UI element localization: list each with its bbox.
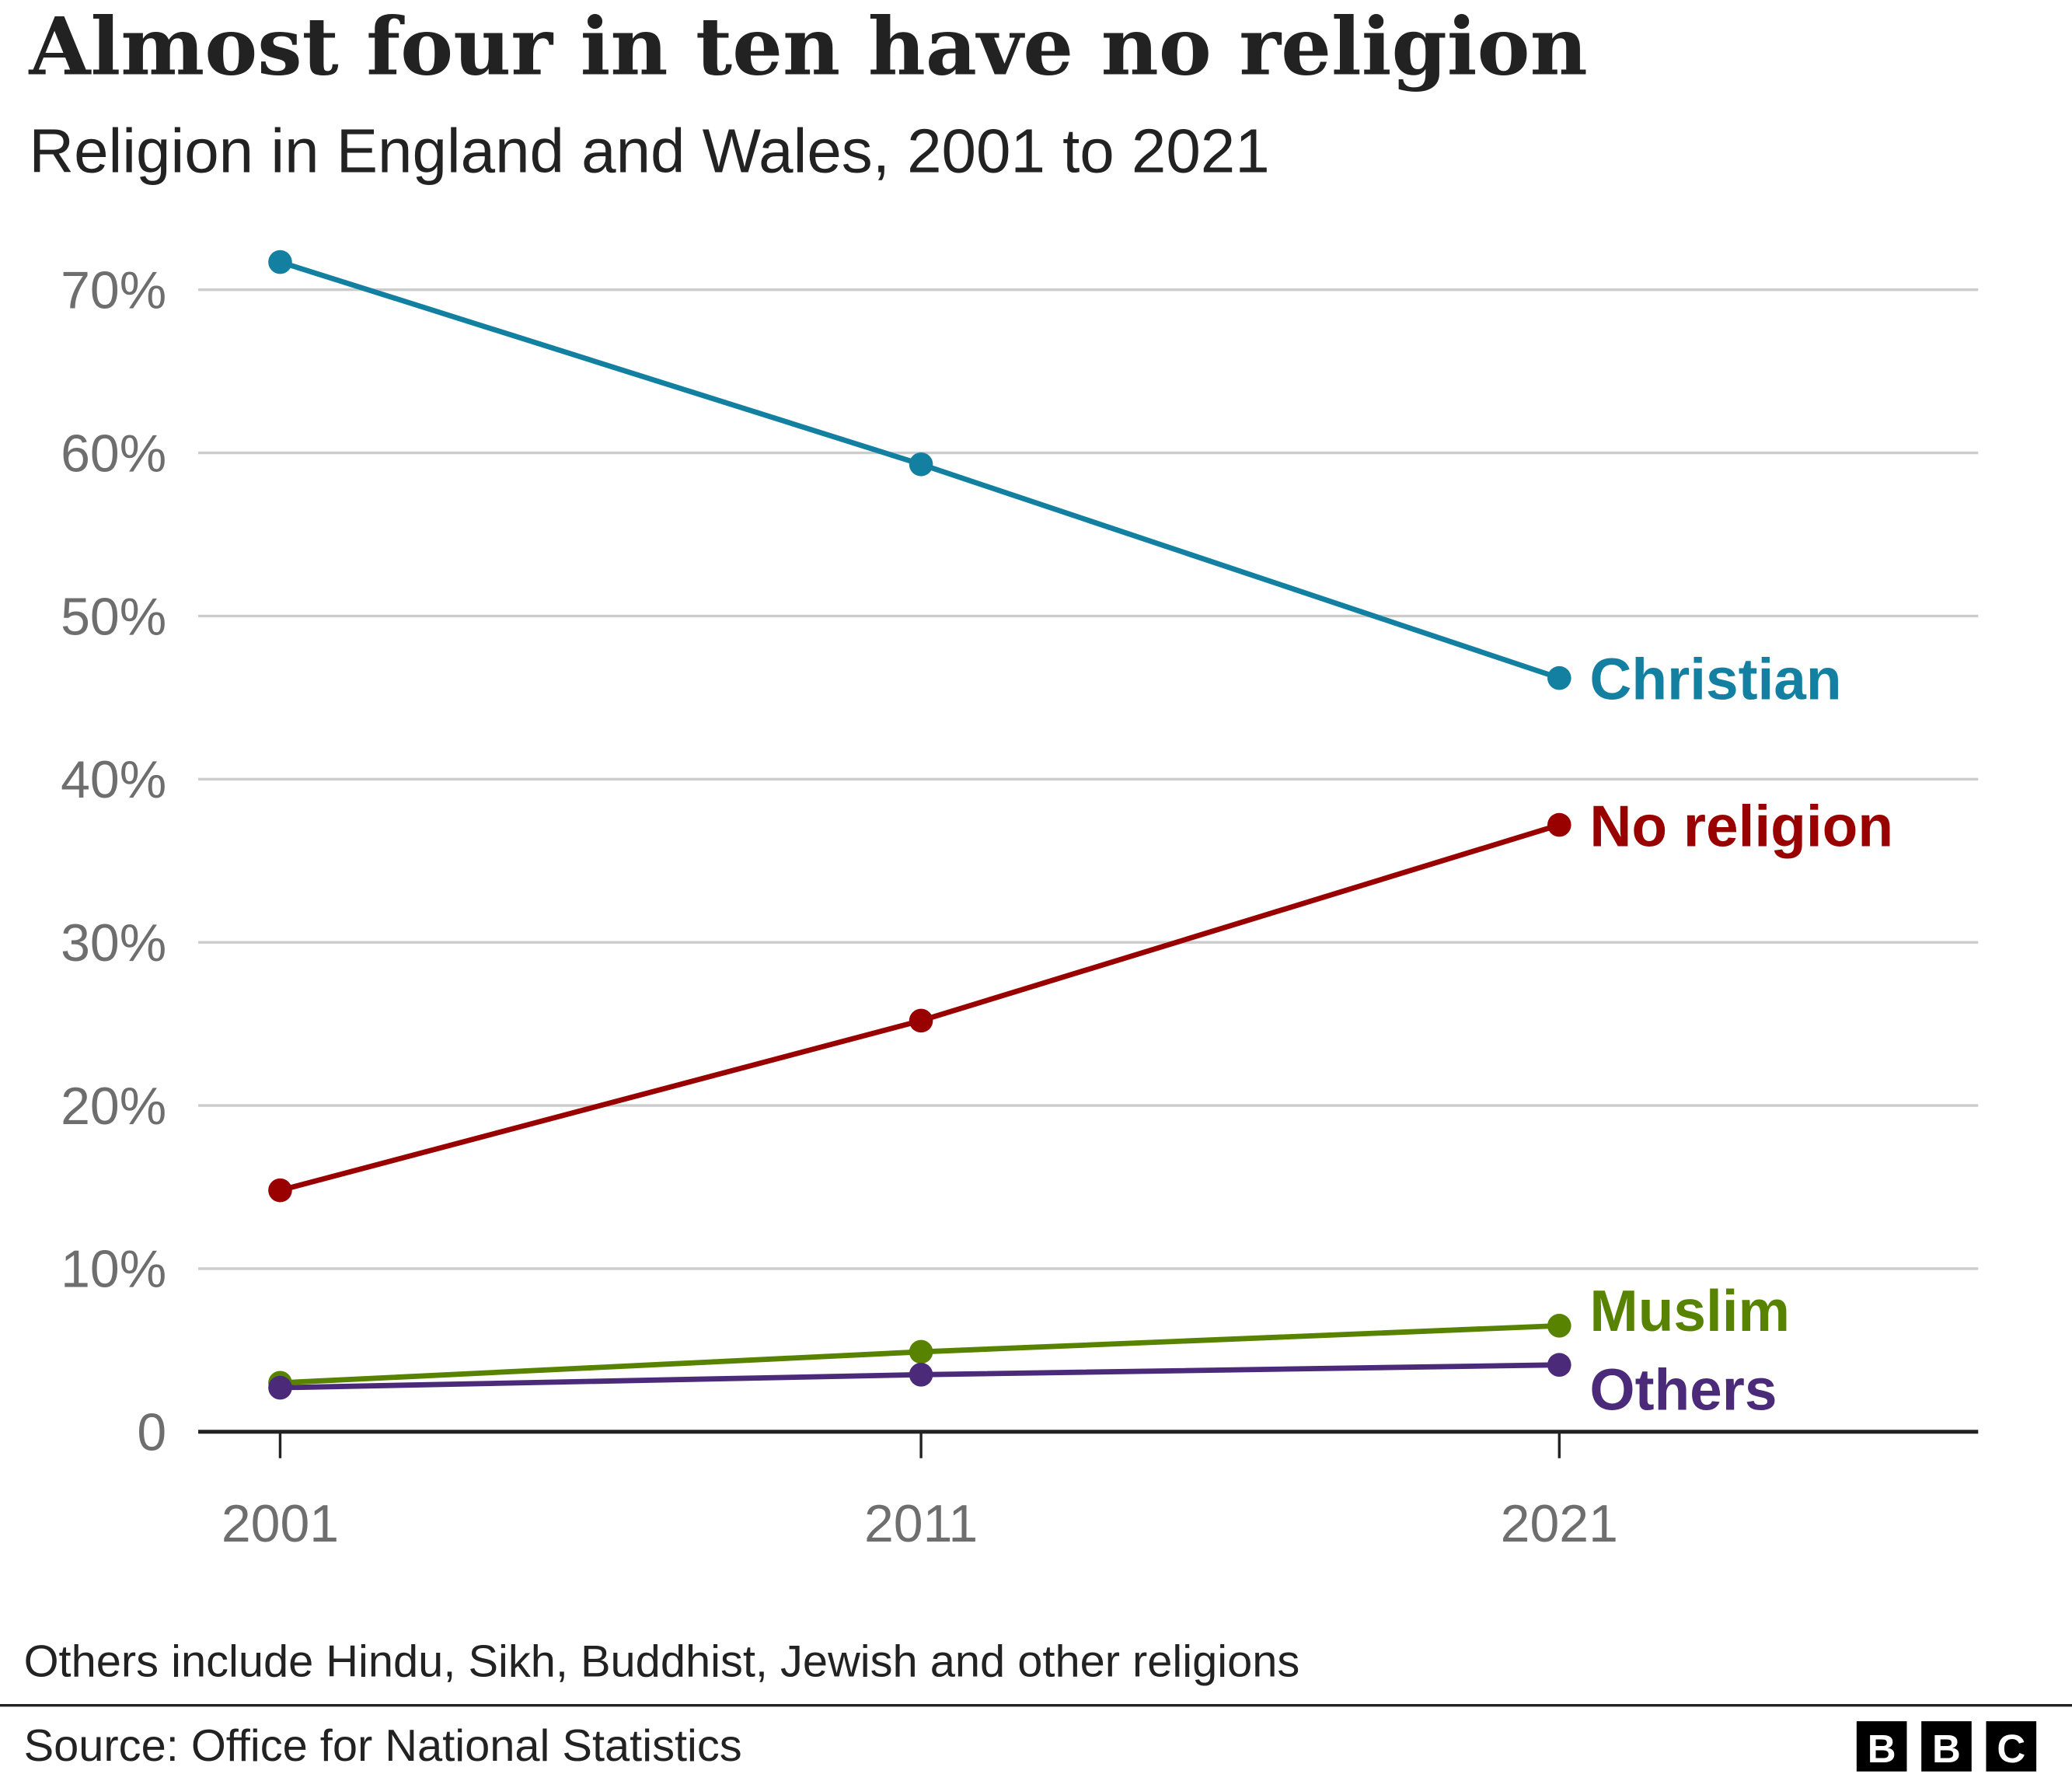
series-label: Muslim [1589,1278,1790,1343]
series-label: Others [1589,1357,1777,1423]
series-muslim: Muslim [268,1278,1790,1395]
x-tick-label: 2001 [222,1494,339,1553]
data-point [1547,1314,1571,1338]
svg-text:C: C [1997,1727,2025,1771]
series-christian: Christian [268,250,1842,711]
data-point [909,1339,933,1364]
y-tick-label: 70% [61,261,166,320]
data-point [1547,1353,1571,1378]
source-text: Source: Office for National Statistics [24,1721,742,1771]
data-point [268,1178,292,1203]
y-tick-label: 60% [61,424,166,483]
series-others: Others [268,1353,1777,1423]
y-tick-label: 40% [61,750,166,809]
data-point [1547,665,1571,690]
y-tick-label: 20% [61,1077,166,1136]
series-label: No religion [1589,793,1893,858]
series-no-religion: No religion [268,793,1893,1203]
x-tick-label: 2011 [864,1494,978,1553]
chart-subtitle: Religion in England and Wales, 2001 to 2… [29,116,1269,185]
y-tick-label: 10% [61,1240,166,1299]
data-point [909,1363,933,1387]
data-point [909,452,933,477]
bbc-logo: B B C [1856,1721,2037,1772]
series-line [279,822,1561,1193]
data-point [268,1375,292,1400]
series-label: Christian [1589,646,1841,711]
data-point [268,250,292,274]
data-point [909,1008,933,1033]
svg-text:B: B [1932,1727,1961,1771]
chart-title: Almost four in ten have no religion [28,1,1587,94]
y-tick-label: 0 [137,1403,166,1462]
footnote: Others include Hindu, Sikh, Buddhist, Je… [24,1636,1300,1686]
svg-text:B: B [1868,1727,1896,1771]
data-point [1547,812,1571,837]
y-tick-label: 50% [61,587,166,646]
x-tick-label: 2021 [1501,1494,1618,1553]
y-tick-label: 30% [61,913,166,973]
